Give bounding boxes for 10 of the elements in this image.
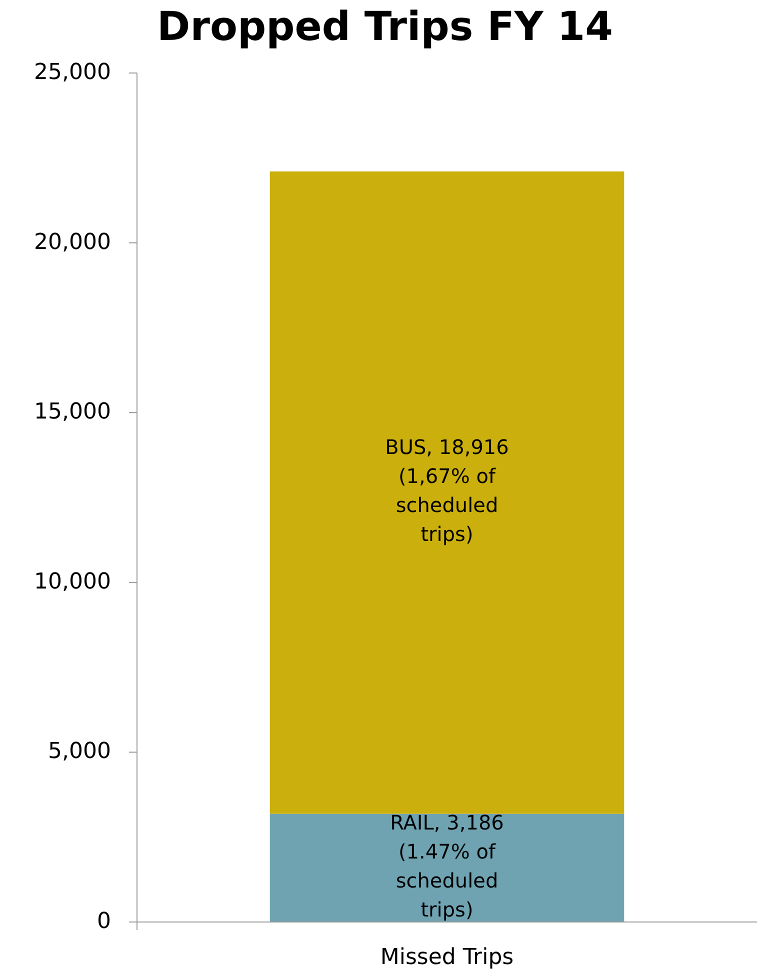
y-tick-label: 5,000 xyxy=(48,739,111,764)
y-tick-label: 0 xyxy=(97,909,111,934)
data-label: BUS, 18,916 (1,67% of scheduled trips) xyxy=(385,436,509,547)
chart-title: Dropped Trips FY 14 xyxy=(157,4,613,50)
y-tick-label: 15,000 xyxy=(34,400,111,425)
x-tick-label: Missed Trips xyxy=(380,945,514,970)
y-tick-label: 25,000 xyxy=(34,60,111,86)
y-tick-label: 20,000 xyxy=(34,230,111,255)
data-label: RAIL, 3,186 (1.47% of scheduled trips) xyxy=(390,810,504,922)
y-tick-label: 10,000 xyxy=(34,569,111,594)
